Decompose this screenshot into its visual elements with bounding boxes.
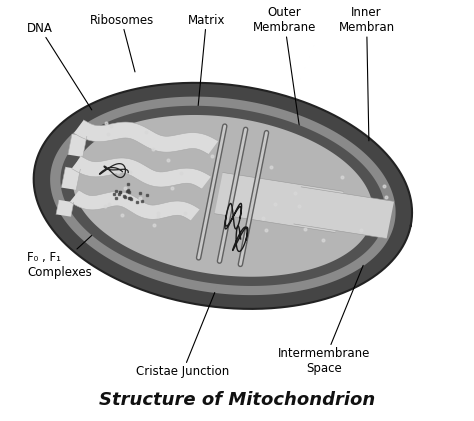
Polygon shape [56,200,74,217]
Polygon shape [294,187,394,238]
Text: F₀ , F₁
Complexes: F₀ , F₁ Complexes [27,221,108,279]
Polygon shape [50,96,396,295]
Text: Intermembrane
Space: Intermembrane Space [278,265,370,375]
Text: Ribosomes: Ribosomes [90,14,154,72]
Polygon shape [73,115,373,277]
Text: Cristae Junction: Cristae Junction [136,293,229,378]
Polygon shape [74,120,218,154]
Text: Structure of Mitochondrion: Structure of Mitochondrion [99,391,375,409]
Polygon shape [72,156,211,189]
Text: Inner
Membran: Inner Membran [338,6,395,141]
Polygon shape [68,134,87,157]
Polygon shape [70,190,200,221]
Polygon shape [34,83,412,309]
Polygon shape [61,106,385,286]
Polygon shape [61,167,80,190]
Polygon shape [215,173,343,232]
Text: Outer
Membrane: Outer Membrane [253,6,316,133]
Text: DNA: DNA [27,22,92,110]
Text: Matrix: Matrix [188,14,225,116]
